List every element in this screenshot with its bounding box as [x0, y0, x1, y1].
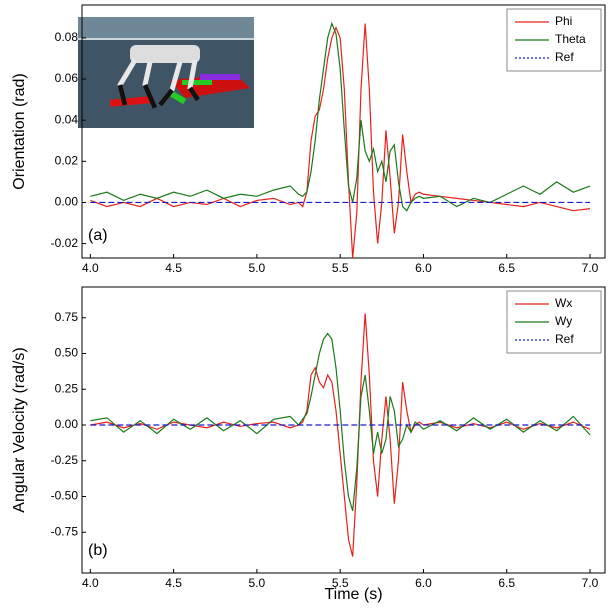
- legend-label: Ref: [555, 332, 574, 346]
- y-tick-label: -0.75: [51, 524, 79, 538]
- x-tick-label: 6.5: [498, 261, 515, 275]
- x-tick-label: 7.0: [582, 261, 599, 275]
- legend-label: Theta: [555, 32, 586, 46]
- y-tick-label: 0.25: [55, 381, 79, 395]
- y-tick-label: 0.08: [55, 30, 79, 44]
- x-tick-label: 4.0: [82, 261, 99, 275]
- legend-label: Ref: [555, 50, 574, 64]
- panel-label: (b): [88, 542, 108, 559]
- x-tick-label: 5.0: [249, 576, 266, 590]
- y-axis-label: Orientation (rad): [11, 73, 28, 190]
- panel-label: (a): [88, 227, 108, 244]
- plot-frame: [81, 4, 606, 259]
- y-axis-label: Angular Velocity (rad/s): [11, 347, 28, 512]
- data-line: [90, 313, 591, 557]
- y-tick-label: -0.25: [51, 453, 79, 467]
- y-tick-label: 0.50: [55, 346, 79, 360]
- plot-frame: [81, 286, 606, 574]
- x-tick-label: 6.0: [415, 261, 432, 275]
- x-tick-label: 7.0: [582, 576, 599, 590]
- robot-inset: [78, 17, 254, 128]
- y-tick-label: -0.02: [51, 236, 79, 250]
- y-tick-label: 0.75: [55, 310, 79, 324]
- data-line: [90, 21, 591, 212]
- y-tick-label: -0.50: [51, 489, 79, 503]
- data-line: [90, 332, 591, 511]
- x-tick-label: 4.5: [165, 261, 182, 275]
- y-tick-label: 0.00: [55, 195, 79, 209]
- x-tick-label: 5.5: [332, 576, 349, 590]
- x-tick-label: 5.0: [249, 261, 266, 275]
- y-tick-label: 0.06: [55, 71, 79, 85]
- x-tick-label: 5.5: [332, 261, 349, 275]
- y-tick-label: 0.00: [55, 417, 79, 431]
- legend-label: Wx: [555, 296, 572, 310]
- y-tick-label: 0.02: [55, 153, 79, 167]
- x-tick-label: 4.5: [165, 576, 182, 590]
- x-tick-label: 6.5: [498, 576, 515, 590]
- legend-label: Phi: [555, 14, 572, 28]
- data-line: [90, 23, 591, 259]
- y-tick-label: 0.04: [55, 112, 79, 126]
- x-tick-label: 4.0: [82, 576, 99, 590]
- x-tick-label: 6.0: [415, 576, 432, 590]
- x-axis-label: Time (s): [324, 586, 382, 603]
- legend-label: Wy: [555, 314, 572, 328]
